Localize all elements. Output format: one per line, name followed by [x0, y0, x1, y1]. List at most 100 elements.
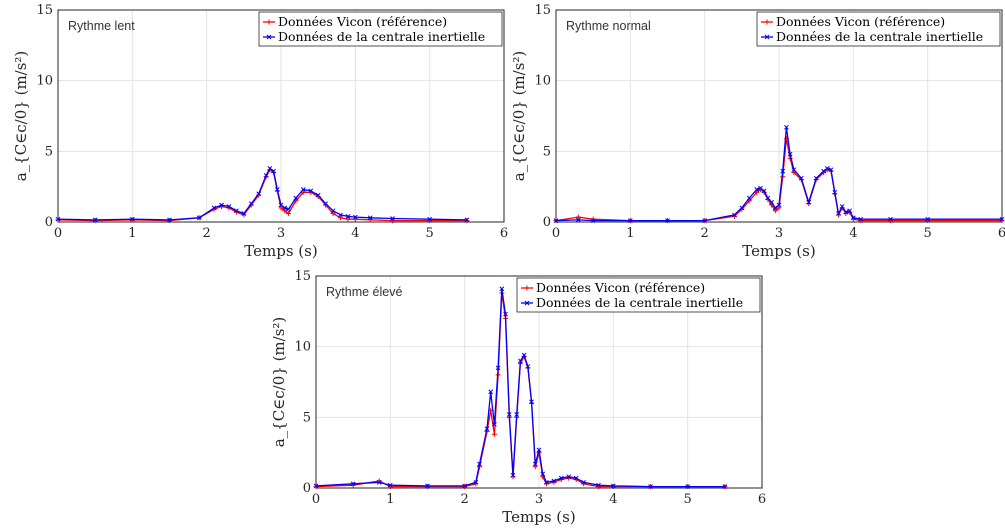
data-point	[92, 217, 98, 223]
data-point	[488, 389, 494, 395]
data-point	[491, 431, 497, 437]
data-point	[685, 484, 691, 489]
data-point	[821, 168, 826, 174]
data-point	[350, 481, 356, 487]
legend-marker	[266, 19, 272, 25]
data-point	[462, 483, 468, 489]
y-tick-label: 10	[294, 340, 311, 355]
data-point	[824, 165, 830, 171]
data-point	[888, 216, 893, 222]
x-tick-label: 4	[849, 226, 857, 241]
data-point	[529, 399, 534, 405]
legend-marker	[524, 300, 530, 306]
data-point	[226, 204, 232, 209]
x-tick-label: 5	[426, 226, 434, 241]
data-point	[791, 167, 797, 173]
data-point	[484, 426, 490, 431]
x-tick-label: 0	[312, 492, 320, 507]
x-axis-label: Temps (s)	[502, 508, 575, 526]
y-tick-label: 15	[294, 269, 311, 284]
legend-box	[258, 11, 503, 47]
data-point	[282, 205, 288, 211]
data-point	[754, 187, 760, 192]
data-point	[285, 211, 291, 217]
series-line-1	[57, 167, 467, 221]
annotation-label: Rythme normal	[566, 19, 651, 33]
data-point	[495, 365, 501, 371]
legend-label-vicon: Données Vicon (référence)	[278, 14, 447, 29]
data-point	[787, 151, 793, 157]
x-tick-label: 1	[386, 492, 394, 507]
data-point	[761, 188, 767, 194]
data-point	[732, 212, 737, 218]
x-tick-label: 4	[609, 492, 617, 507]
data-point	[566, 474, 572, 480]
data-point	[492, 422, 497, 427]
data-point	[211, 205, 217, 211]
data-point	[702, 218, 708, 223]
x-tick-label: 2	[701, 226, 709, 241]
data-point	[772, 205, 778, 211]
data-point	[167, 217, 172, 223]
axes-frame	[555, 9, 1003, 223]
x-tick-label: 1	[626, 226, 634, 241]
x-axis-label: Temps (s)	[742, 242, 815, 260]
data-point	[648, 484, 653, 489]
data-point	[337, 215, 343, 221]
data-point	[55, 216, 61, 222]
chart-panel-normal: 0 1 2 3 4 5 6 0 5 10 15 Rythme normal Temps (s) a_…	[510, 3, 1005, 260]
data-point	[293, 195, 299, 201]
data-point	[772, 208, 778, 214]
data-point	[828, 167, 834, 173]
data-point	[427, 216, 433, 222]
data-point	[553, 218, 559, 223]
data-point	[248, 201, 254, 206]
y-tick-label: 15	[534, 3, 551, 18]
data-point	[776, 205, 782, 211]
data-point	[544, 479, 549, 485]
axes-frame	[57, 9, 505, 223]
data-point	[477, 461, 482, 467]
x-tick-label: 6	[758, 492, 766, 507]
data-point	[999, 216, 1005, 222]
data-point	[315, 192, 321, 198]
data-point	[278, 205, 284, 211]
data-point	[575, 214, 581, 220]
data-point	[525, 364, 531, 369]
data-point	[300, 187, 306, 192]
data-point	[746, 195, 752, 201]
data-point	[798, 175, 804, 181]
data-point	[376, 479, 382, 485]
data-point	[769, 199, 774, 205]
data-point	[308, 188, 314, 194]
x-tick-label: 1	[128, 226, 136, 241]
data-point	[610, 483, 616, 489]
x-tick-label: 6	[500, 226, 508, 241]
data-point	[532, 464, 538, 470]
x-axis-label: Temps (s)	[244, 242, 317, 260]
data-point	[473, 479, 479, 485]
data-point	[627, 218, 633, 223]
y-tick-label: 0	[45, 215, 53, 230]
data-point	[521, 352, 527, 358]
data-point	[367, 215, 373, 221]
data-point	[425, 483, 430, 489]
x-tick-label: 3	[277, 226, 285, 241]
data-point	[267, 165, 273, 171]
axes-frame	[315, 275, 763, 489]
chart-panel-fast: 0 1 2 3 4 5 6 0 5 10 15 Rythme élevé Temps (s) a_{…	[270, 269, 766, 526]
data-point	[765, 195, 771, 201]
legend-label-imu: Données de la centrale inertielle	[536, 295, 743, 310]
data-point	[286, 206, 291, 212]
data-point	[532, 461, 538, 467]
legend-marker	[764, 34, 770, 40]
data-point	[219, 202, 224, 208]
y-tick-label: 5	[45, 144, 53, 159]
data-point	[387, 482, 393, 488]
y-tick-label: 5	[543, 144, 551, 159]
y-tick-label: 15	[36, 3, 53, 18]
data-point	[129, 216, 135, 222]
data-point	[510, 472, 516, 478]
x-tick-label: 2	[203, 226, 211, 241]
